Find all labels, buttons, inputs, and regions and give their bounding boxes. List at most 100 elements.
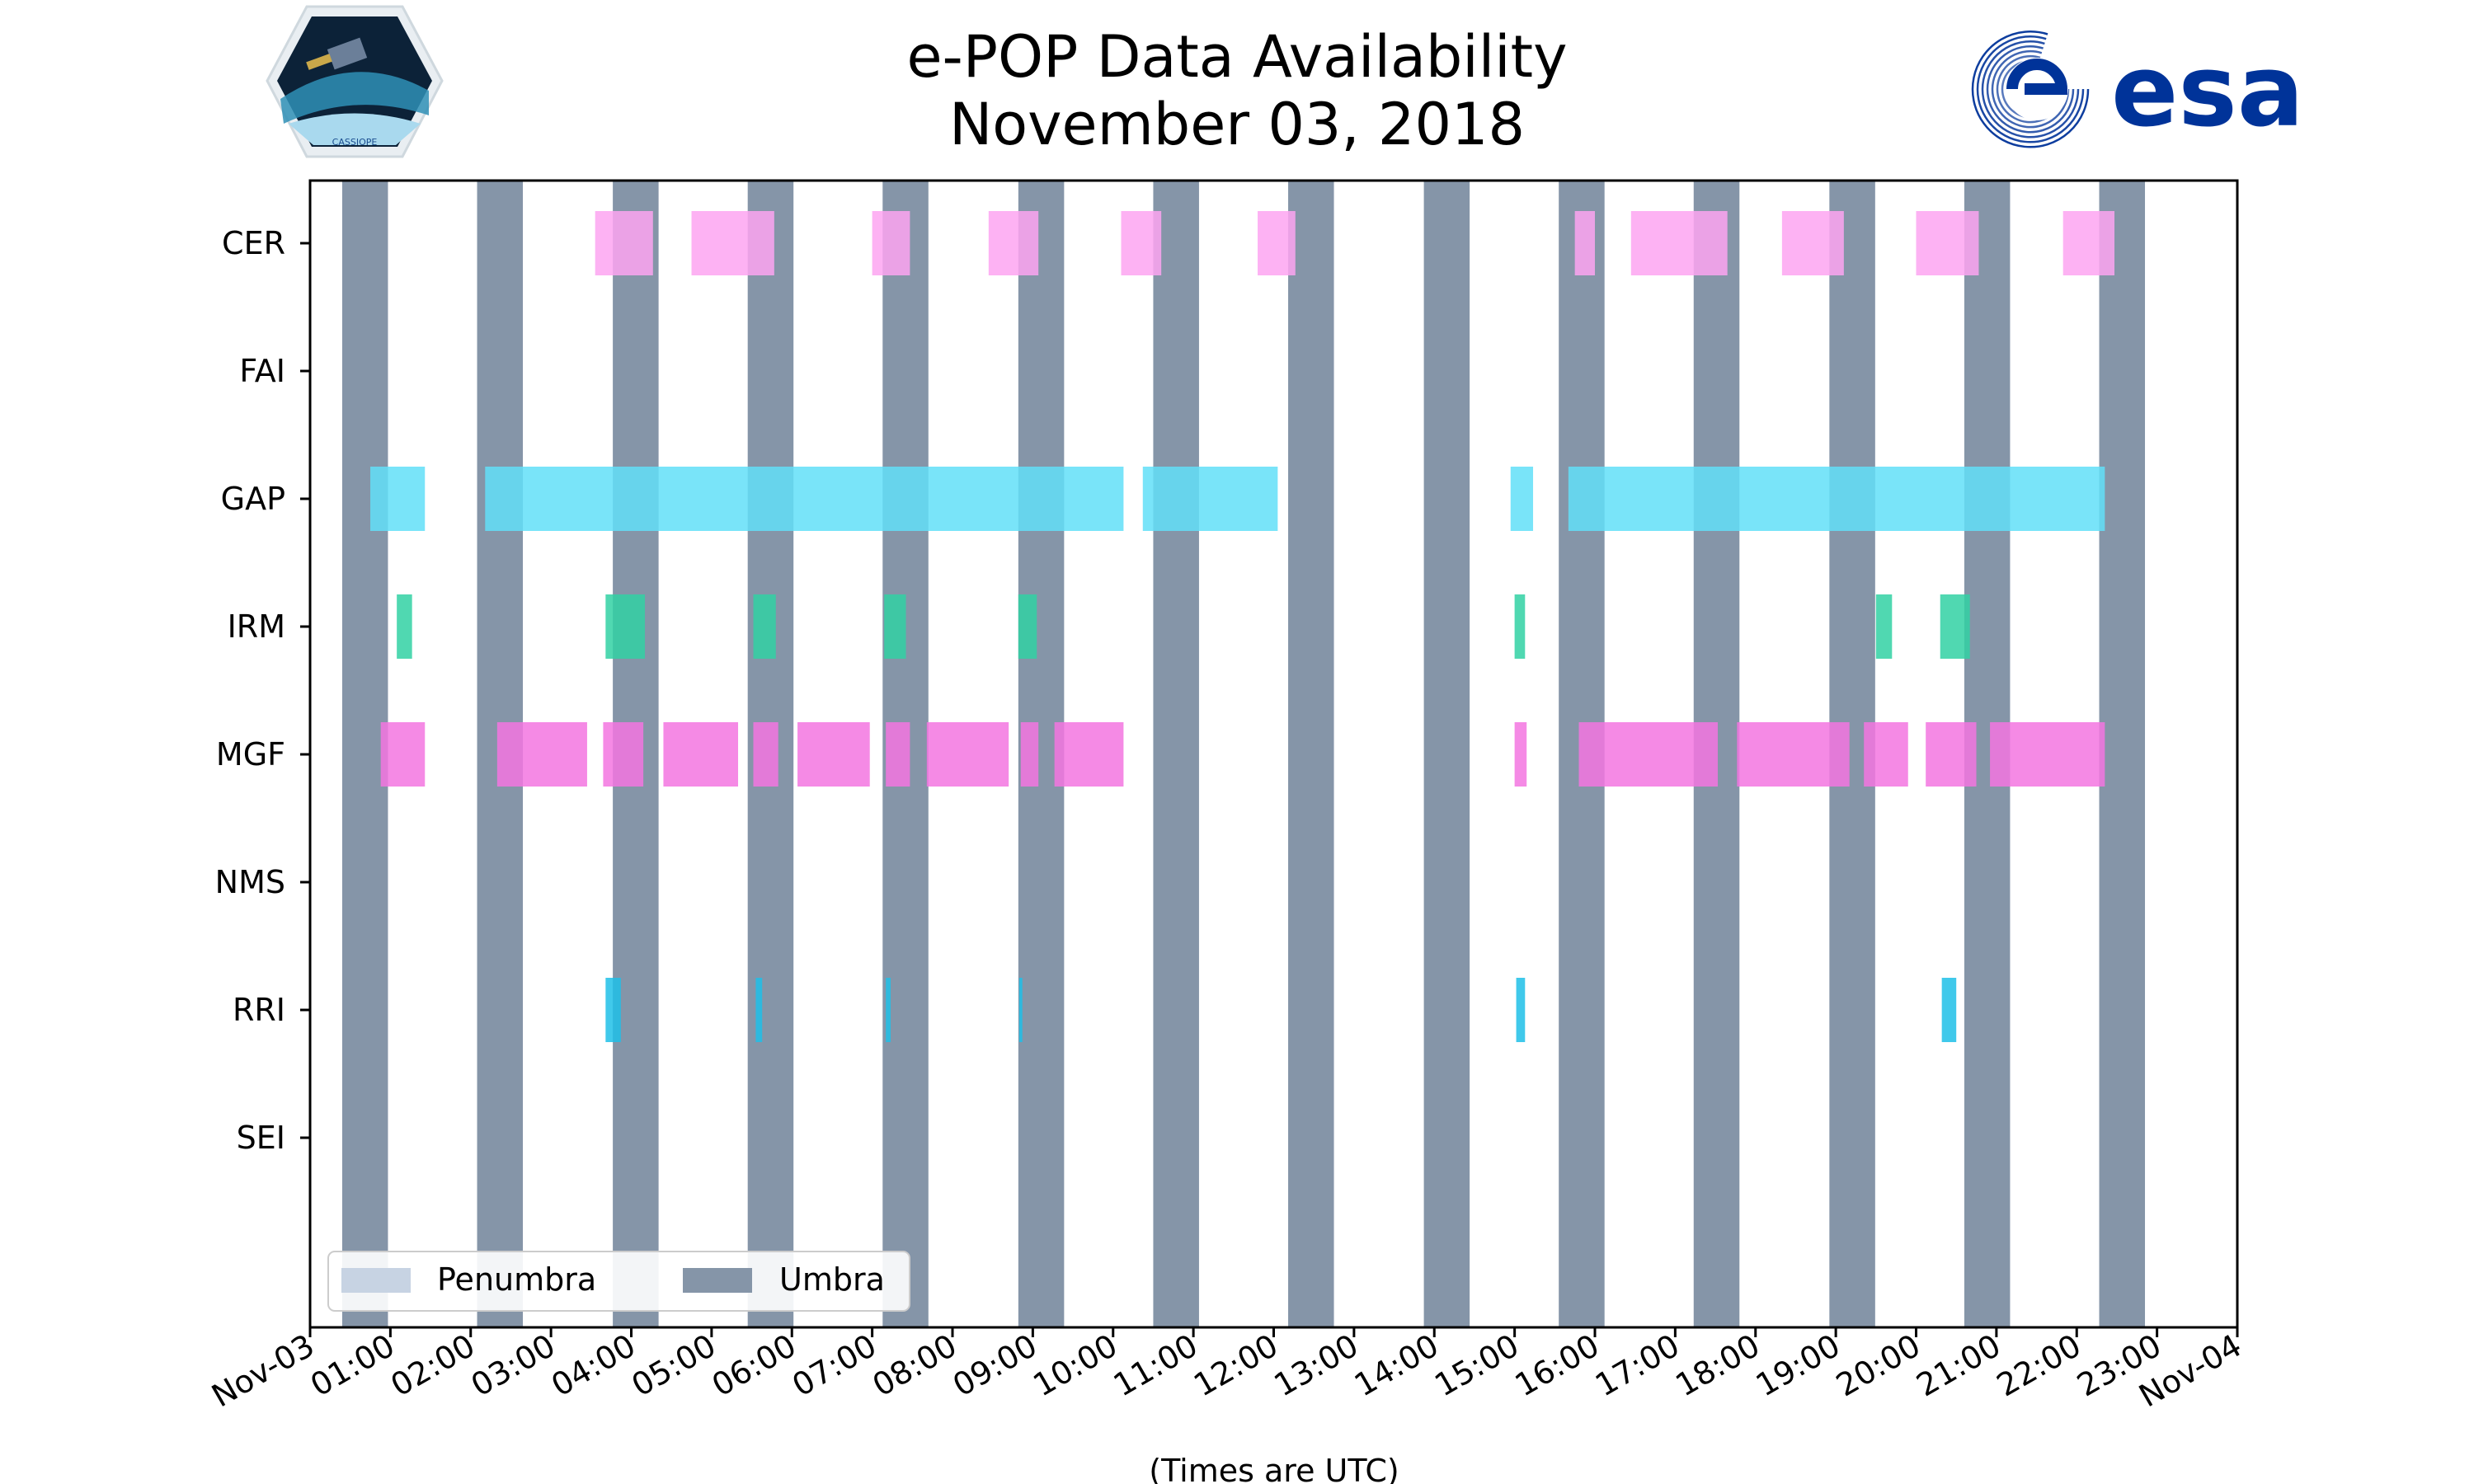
x-tick-label: 01:00 — [304, 1327, 401, 1404]
x-tick-label: 18:00 — [1669, 1327, 1766, 1404]
x-tick-label: 20:00 — [1830, 1327, 1926, 1404]
irm-availability-bar — [1514, 594, 1526, 659]
x-tick-label: 19:00 — [1750, 1327, 1846, 1404]
y-tick-label: CER — [222, 225, 285, 261]
umbra-band — [1153, 181, 1199, 1327]
cer-availability-bar — [988, 211, 1039, 275]
legend-box — [327, 1251, 910, 1312]
legend: Penumbra Umbra — [327, 1251, 910, 1312]
mgf-availability-bar — [496, 722, 587, 787]
legend-umbra-swatch — [683, 1268, 752, 1293]
rri-availability-bar — [1516, 978, 1526, 1042]
cer-availability-bar — [1916, 211, 1979, 275]
x-tick-label: 10:00 — [1027, 1327, 1123, 1404]
mgf-availability-bar — [1737, 722, 1850, 787]
cer-availability-bar — [2062, 211, 2115, 275]
irm-availability-bar — [884, 594, 906, 659]
x-tick-label: 12:00 — [1188, 1327, 1284, 1404]
mgf-availability-bar — [1990, 722, 2105, 787]
esa-swirl-arc — [1991, 50, 2070, 129]
esa-swirl-arc — [1971, 31, 2090, 148]
mgf-availability-bar — [1514, 722, 1527, 787]
mgf-availability-bar — [797, 722, 870, 787]
y-tick-label: NMS — [215, 864, 285, 900]
x-tick-label: 11:00 — [1108, 1327, 1204, 1404]
gap-availability-bar — [1142, 467, 1278, 531]
x-tick-label: Nov-03 — [205, 1327, 320, 1415]
esa-swirl-arc — [1986, 45, 2075, 134]
x-axis-label: (Times are UTC) — [1149, 1453, 1399, 1484]
rri-availability-bar — [886, 978, 891, 1042]
irm-availability-bar — [753, 594, 776, 659]
x-tick-label: 02:00 — [384, 1327, 481, 1404]
esa-swirl-arc — [1981, 40, 2080, 139]
irm-availability-bar — [605, 594, 646, 659]
chart-title-line2: November 03, 2018 — [948, 91, 1526, 158]
gap-availability-bar — [1510, 467, 1534, 531]
x-tick-label: 09:00 — [947, 1327, 1043, 1404]
esa-swirl-arc — [1976, 35, 2085, 143]
mgf-availability-bar — [1054, 722, 1124, 787]
mgf-availability-bar — [663, 722, 739, 787]
esa-logo: esa — [1971, 31, 2304, 149]
y-tick-label: RRI — [233, 992, 285, 1028]
cer-availability-bar — [1258, 211, 1296, 275]
irm-availability-bar — [1018, 594, 1037, 659]
x-tick-label: 06:00 — [706, 1327, 802, 1404]
x-tick-label: 15:00 — [1428, 1327, 1525, 1404]
instrument-bars — [370, 211, 2115, 1042]
gap-availability-bar — [370, 467, 426, 531]
cer-availability-bar — [691, 211, 774, 275]
umbra-band — [1288, 181, 1334, 1327]
x-tick-label: 03:00 — [465, 1327, 562, 1404]
esa-logo-text: esa — [2111, 35, 2304, 149]
x-tick-label: 16:00 — [1509, 1327, 1606, 1404]
legend-penumbra-label: Penumbra — [437, 1261, 596, 1298]
x-tick-label: 04:00 — [545, 1327, 642, 1404]
mgf-availability-bar — [753, 722, 778, 787]
cer-availability-bar — [1121, 211, 1162, 275]
rri-availability-bar — [755, 978, 763, 1042]
mgf-availability-bar — [1864, 722, 1908, 787]
y-tick-label: IRM — [228, 608, 285, 645]
gap-availability-bar — [1568, 467, 2105, 531]
cassiope-logo: CASSIOPE — [266, 5, 444, 158]
cer-availability-bar — [1630, 211, 1728, 275]
legend-umbra-label: Umbra — [779, 1261, 885, 1298]
x-axis: Nov-0301:0002:0003:0004:0005:0006:0007:0… — [205, 1327, 2247, 1415]
y-axis: CER FAI GAP IRM MGF NMS RRI SEI — [215, 225, 310, 1156]
umbra-band — [2099, 181, 2146, 1327]
cer-availability-bar — [1781, 211, 1844, 275]
cer-availability-bar — [595, 211, 653, 275]
x-tick-label: 14:00 — [1348, 1327, 1445, 1404]
x-tick-label: 22:00 — [1991, 1327, 2087, 1404]
cassiope-logo-text: CASSIOPE — [332, 137, 378, 148]
y-tick-label: GAP — [221, 481, 285, 517]
esa-swirl-icon — [1971, 31, 2090, 148]
mgf-availability-bar — [886, 722, 910, 787]
gap-availability-bar — [485, 467, 1124, 531]
mgf-availability-bar — [1020, 722, 1039, 787]
legend-penumbra-swatch — [341, 1268, 411, 1293]
y-tick-label: SEI — [237, 1120, 285, 1156]
umbra-band — [1423, 181, 1470, 1327]
irm-availability-bar — [1875, 594, 1893, 659]
rri-availability-bar — [1941, 978, 1957, 1042]
cer-availability-bar — [1574, 211, 1595, 275]
esa-e-mark — [2006, 59, 2068, 95]
y-tick-label: MGF — [216, 736, 285, 773]
umbra-band — [341, 181, 388, 1327]
x-tick-label: 05:00 — [626, 1327, 722, 1404]
y-tick-label: FAI — [239, 353, 285, 389]
mgf-availability-bar — [926, 722, 1009, 787]
x-tick-label: 08:00 — [867, 1327, 963, 1404]
irm-availability-bar — [1940, 594, 1970, 659]
x-tick-label: 07:00 — [786, 1327, 882, 1404]
rri-availability-bar — [1018, 978, 1023, 1042]
mgf-availability-bar — [603, 722, 644, 787]
x-tick-label: 17:00 — [1589, 1327, 1686, 1404]
mgf-availability-bar — [380, 722, 426, 787]
x-tick-label: 21:00 — [1911, 1327, 2007, 1404]
x-tick-label: 13:00 — [1268, 1327, 1365, 1404]
